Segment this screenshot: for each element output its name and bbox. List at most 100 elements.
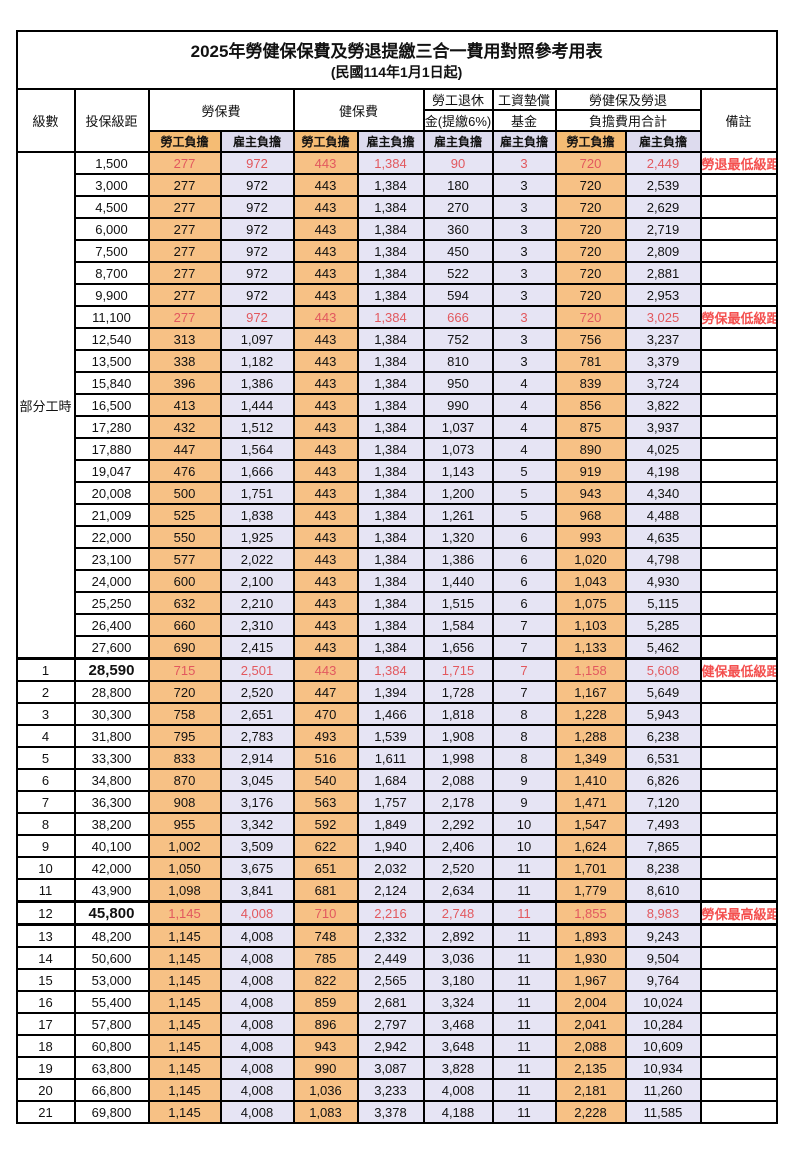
total-employer-cell: 10,609 [624,1034,702,1058]
table-row: 7 36,300 908 3,176 563 1,757 2,178 9 1,471 7,120 [15,790,778,814]
wage-fund-employer-cell: 9 [491,768,557,792]
total-employee-cell: 890 [554,437,627,461]
total-employee-cell: 1,043 [554,569,627,593]
labor-employee-cell: 476 [147,459,222,483]
subheader-wage-fund-employer: 雇主負擔 [491,130,557,153]
salary-cell: 42,000 [73,856,150,880]
health-employer-cell: 1,384 [356,569,425,593]
wage-fund-employer-cell: 4 [491,415,557,439]
total-employee-cell: 1,020 [554,547,627,571]
salary-cell: 43,900 [73,878,150,903]
pension-employer-cell: 1,143 [422,459,494,483]
pension-employer-cell: 1,818 [422,702,494,726]
salary-cell: 60,800 [73,1034,150,1058]
health-employer-cell: 2,942 [356,1034,425,1058]
labor-employee-cell: 600 [147,569,222,593]
wage-fund-employer-cell: 3 [491,305,557,329]
health-employee-cell: 785 [292,946,359,970]
total-employee-cell: 2,041 [554,1012,627,1036]
wage-fund-employer-cell: 10 [491,812,557,836]
level-cell: 20 [15,1078,76,1102]
remark-cell: 健保最低級距 [699,657,778,682]
pension-employer-cell: 2,892 [422,923,494,948]
labor-employer-cell: 1,925 [219,525,295,549]
labor-employee-cell: 277 [147,173,222,197]
total-employee-cell: 1,893 [554,923,627,948]
wage-fund-employer-cell: 11 [491,990,557,1014]
wage-fund-employer-cell: 8 [491,746,557,770]
labor-employee-cell: 1,145 [147,1078,222,1102]
health-employer-cell: 1,684 [356,768,425,792]
health-employee-cell: 447 [292,680,359,704]
health-employer-cell: 1,384 [356,173,425,197]
total-employee-cell: 720 [554,217,627,241]
pension-employer-cell: 594 [422,283,494,307]
wage-fund-employer-cell: 11 [491,968,557,992]
table-row: 8 38,200 955 3,342 592 1,849 2,292 10 1,547 7,493 [15,812,778,836]
labor-employer-cell: 4,008 [219,968,295,992]
header-labor-insurance: 勞保費 [147,88,295,132]
health-employee-cell: 470 [292,702,359,726]
labor-employer-cell: 3,841 [219,878,295,903]
total-employer-cell: 11,260 [624,1078,702,1102]
health-employer-cell: 1,384 [356,437,425,461]
total-employer-cell: 2,953 [624,283,702,307]
wage-fund-employer-cell: 11 [491,1078,557,1102]
health-employee-cell: 443 [292,283,359,307]
total-employer-cell: 5,943 [624,702,702,726]
header-remark: 備註 [699,88,778,153]
remark-cell [699,525,778,549]
total-employee-cell: 1,410 [554,768,627,792]
total-employer-cell: 7,865 [624,834,702,858]
remark-cell [699,1034,778,1058]
remark-cell [699,878,778,903]
health-employer-cell: 1,384 [356,349,425,373]
salary-cell: 25,250 [73,591,150,615]
pension-employer-cell: 2,406 [422,834,494,858]
remark-cell: 勞保最低級距 [699,305,778,329]
health-employer-cell: 1,394 [356,680,425,704]
labor-employee-cell: 1,145 [147,900,222,926]
table-row: 15,840 396 1,386 443 1,384 950 4 839 3,724 [17,371,778,395]
labor-employee-cell: 720 [147,680,222,704]
table-row: 10 42,000 1,050 3,675 651 2,032 2,520 11 1,701 8,… [15,856,778,880]
table-row: 12 45,800 1,145 4,008 710 2,216 2,748 11 1,855 8,… [15,900,778,926]
subheader-health-employee: 勞工負擔 [292,130,359,153]
remark-cell [699,173,778,197]
total-employee-cell: 968 [554,503,627,527]
labor-employee-cell: 277 [147,151,222,175]
salary-cell: 50,600 [73,946,150,970]
subheader-total-employee: 勞工負擔 [554,130,627,153]
wage-fund-employer-cell: 4 [491,371,557,395]
health-employer-cell: 1,757 [356,790,425,814]
wage-fund-employer-cell: 4 [491,437,557,461]
total-employee-cell: 2,088 [554,1034,627,1058]
labor-employee-cell: 1,145 [147,990,222,1014]
labor-employer-cell: 3,675 [219,856,295,880]
total-employee-cell: 1,779 [554,878,627,903]
pension-employer-cell: 2,634 [422,878,494,903]
labor-employer-cell: 972 [219,261,295,285]
health-employee-cell: 622 [292,834,359,858]
labor-employer-cell: 4,008 [219,900,295,926]
table-row: 14 50,600 1,145 4,008 785 2,449 3,036 11 1,930 9,… [15,946,778,970]
total-employee-cell: 1,075 [554,591,627,615]
pension-employer-cell: 90 [422,151,494,175]
health-employer-cell: 1,384 [356,525,425,549]
salary-cell: 55,400 [73,990,150,1014]
remark-cell [699,856,778,880]
labor-employee-cell: 277 [147,239,222,263]
salary-cell: 57,800 [73,1012,150,1036]
remark-cell [699,283,778,307]
health-employer-cell: 1,384 [356,217,425,241]
level-cell: 15 [15,968,76,992]
total-employee-cell: 856 [554,393,627,417]
labor-employer-cell: 4,008 [219,1078,295,1102]
total-employer-cell: 5,649 [624,680,702,704]
health-employer-cell: 2,124 [356,878,425,903]
pension-employer-cell: 1,440 [422,569,494,593]
table-row: 25,250 632 2,210 443 1,384 1,515 6 1,075 5,115 [17,591,778,615]
health-employer-cell: 1,466 [356,702,425,726]
total-employee-cell: 1,288 [554,724,627,748]
wage-fund-employer-cell: 6 [491,547,557,571]
